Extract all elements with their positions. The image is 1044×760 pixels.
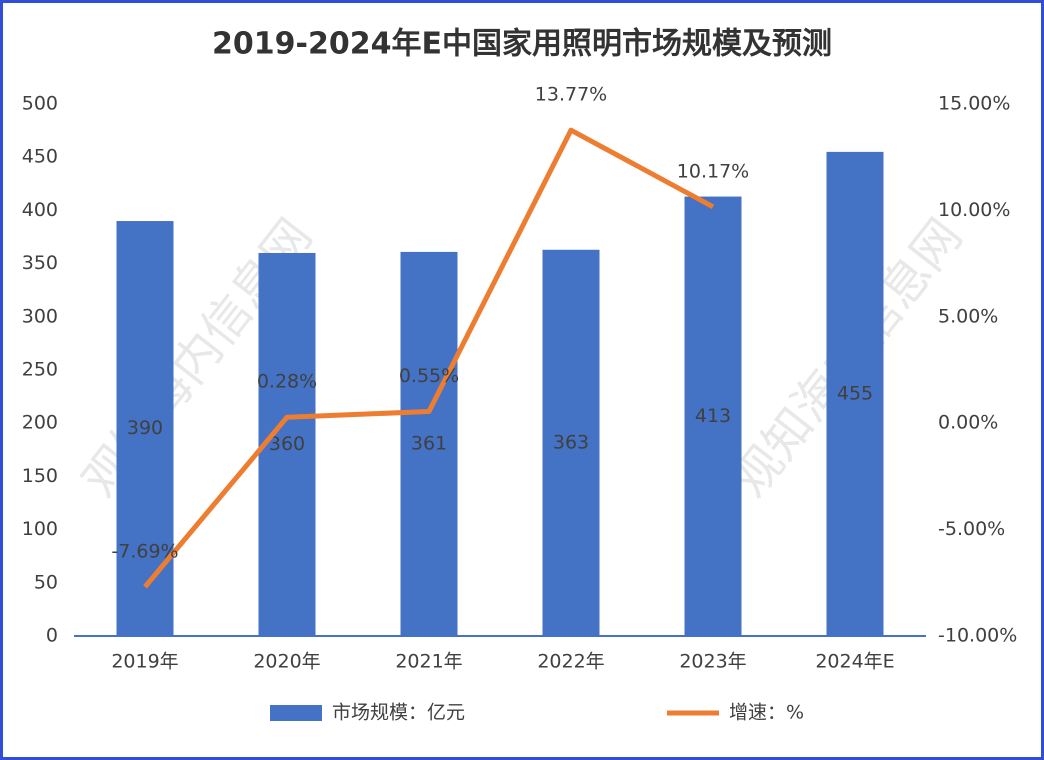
bar xyxy=(400,251,458,636)
line-label: -7.69% xyxy=(111,540,178,562)
y-tick-label: 50 xyxy=(34,571,58,593)
y-tick-label: 450 xyxy=(22,146,58,168)
y2-tick-label: 5.00% xyxy=(938,305,998,327)
x-tick-label: 2019年 xyxy=(111,651,178,673)
y2-tick-label: 15.00% xyxy=(938,93,1010,115)
y-tick-label: 350 xyxy=(22,252,58,274)
chart-title: 2019-2024年E中国家用照明市场规模及预测 xyxy=(212,27,832,62)
x-tick-label: 2024年E xyxy=(815,651,894,673)
y2-tick-label: -10.00% xyxy=(938,625,1017,647)
x-tick-label: 2020年 xyxy=(253,651,320,673)
bar xyxy=(684,196,742,636)
y2-tick-label: -5.00% xyxy=(938,518,1005,540)
bar-label: 455 xyxy=(837,382,873,404)
y-tick-label: 200 xyxy=(22,412,58,434)
bar xyxy=(826,151,884,636)
line xyxy=(143,127,715,589)
bar-label: 361 xyxy=(411,432,447,454)
y-tick-label: 500 xyxy=(22,93,58,115)
bar-label: 360 xyxy=(269,433,305,455)
bar xyxy=(258,252,316,636)
legend-swatch xyxy=(270,705,322,721)
y-tick-label: 100 xyxy=(22,518,58,540)
x-tick-label: 2022年 xyxy=(537,651,604,673)
legend-label: 增速：% xyxy=(729,702,804,724)
y-tick-label: 400 xyxy=(22,199,58,221)
y-tick-label: 300 xyxy=(22,305,58,327)
y-tick-label: 250 xyxy=(22,359,58,381)
line-label: 10.17% xyxy=(677,160,749,182)
y2-tick-label: 10.00% xyxy=(938,199,1010,221)
legend-label: 市场规模：亿元 xyxy=(332,702,465,724)
y-tick-label: 150 xyxy=(22,465,58,487)
x-tick-label: 2023年 xyxy=(679,651,746,673)
line-label: 13.77% xyxy=(535,84,607,106)
bar xyxy=(542,249,600,636)
y-tick-label: 0 xyxy=(46,625,58,647)
line-label: 0.28% xyxy=(257,371,317,393)
x-tick-label: 2021年 xyxy=(395,651,462,673)
bar-label: 390 xyxy=(127,417,163,439)
bar-label: 363 xyxy=(553,431,589,453)
y2-tick-label: 0.00% xyxy=(938,412,998,434)
line-label: 0.55% xyxy=(399,365,459,387)
bar-label: 413 xyxy=(695,405,731,427)
